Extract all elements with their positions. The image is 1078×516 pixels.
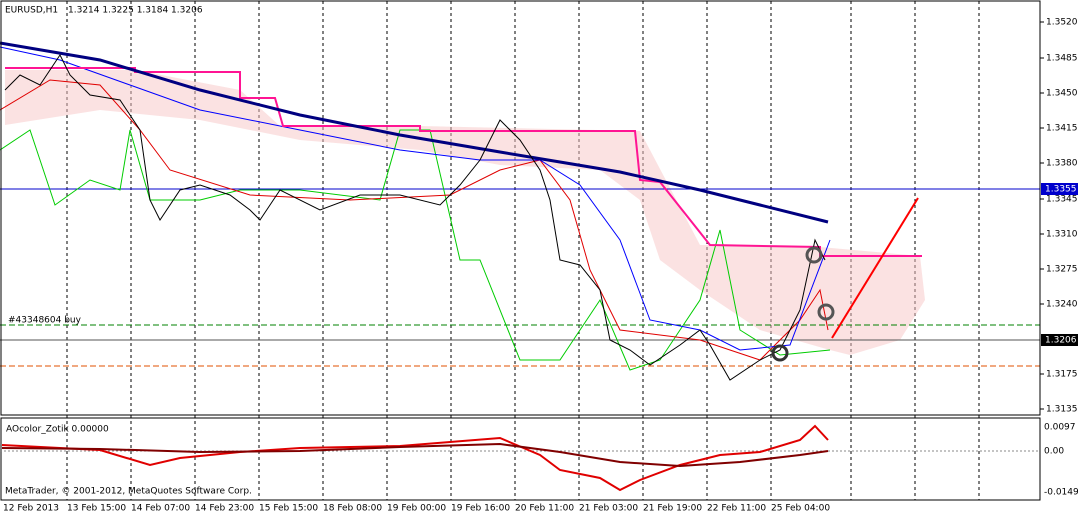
base-line xyxy=(5,67,922,257)
ao-line xyxy=(1,424,829,492)
indicator-axis-label: 0.00 xyxy=(1044,447,1064,457)
ma-thick xyxy=(0,41,829,224)
time-label: 15 Feb 15:00 xyxy=(259,504,318,514)
order-label: #43348604 buy xyxy=(8,316,82,326)
time-label: 21 Feb 19:00 xyxy=(643,504,702,514)
time-label: 22 Feb 11:00 xyxy=(707,504,766,514)
time-label: 25 Feb 04:00 xyxy=(771,504,830,514)
indicator-axis-label: 0.0097 xyxy=(1044,423,1076,433)
time-label: 18 Feb 08:00 xyxy=(323,504,382,514)
line-tag xyxy=(1041,183,1078,195)
trend-line xyxy=(831,197,919,339)
indicator-axis-label: -0.01495 xyxy=(1044,488,1078,498)
price-label: 1.3135 xyxy=(1046,405,1078,415)
footer: MetaTrader, © 2001-2012, MetaQuotes Soft… xyxy=(5,487,252,497)
time-label: 14 Feb 07:00 xyxy=(131,504,190,514)
symbol: EURUSD,H1 xyxy=(5,6,58,16)
signal-marker xyxy=(805,246,823,264)
price-label: 1.3485 xyxy=(1046,54,1078,64)
price-label: 1.3415 xyxy=(1046,124,1078,134)
price-label: 1.3520 xyxy=(1046,18,1078,28)
price-bars xyxy=(4,54,826,381)
price-label: 1.3175 xyxy=(1046,370,1078,380)
sub-frame xyxy=(0,417,1041,501)
price-label: 1.3240 xyxy=(1046,300,1078,310)
price-label: 1.3275 xyxy=(1046,265,1078,275)
axis-labels: 1.35201.34851.34501.34151.33801.33451.33… xyxy=(3,18,1078,514)
cloud xyxy=(5,70,925,355)
signal-marker xyxy=(817,303,835,321)
time-label: 19 Feb 00:00 xyxy=(387,504,446,514)
current-label: 1.3206 xyxy=(1045,336,1077,346)
price-label: 1.3310 xyxy=(1046,230,1078,240)
conversion-line xyxy=(0,79,829,361)
signal-marker xyxy=(771,344,789,362)
time-label: 12 Feb 2013 xyxy=(3,504,59,514)
time-label: 19 Feb 16:00 xyxy=(451,504,510,514)
current-tag xyxy=(1041,334,1078,346)
time-label: 13 Feb 15:00 xyxy=(67,504,126,514)
time-label: 20 Feb 11:00 xyxy=(515,504,574,514)
ao-signal xyxy=(1,442,829,468)
line-label: 1.3355 xyxy=(1045,185,1077,195)
price-label: 1.3380 xyxy=(1046,159,1078,169)
price-label: 1.3345 xyxy=(1046,195,1078,205)
main-frame xyxy=(0,0,1041,416)
quote: 1.3214 1.3225 1.3184 1.3206 xyxy=(68,6,203,16)
time-label: 14 Feb 23:00 xyxy=(195,504,254,514)
indicator-label: AOcolor_Zotik 0.00000 xyxy=(6,425,109,435)
time-label: 21 Feb 03:00 xyxy=(579,504,638,514)
price-label: 1.3450 xyxy=(1046,89,1078,99)
vertical-grid xyxy=(66,1,980,500)
